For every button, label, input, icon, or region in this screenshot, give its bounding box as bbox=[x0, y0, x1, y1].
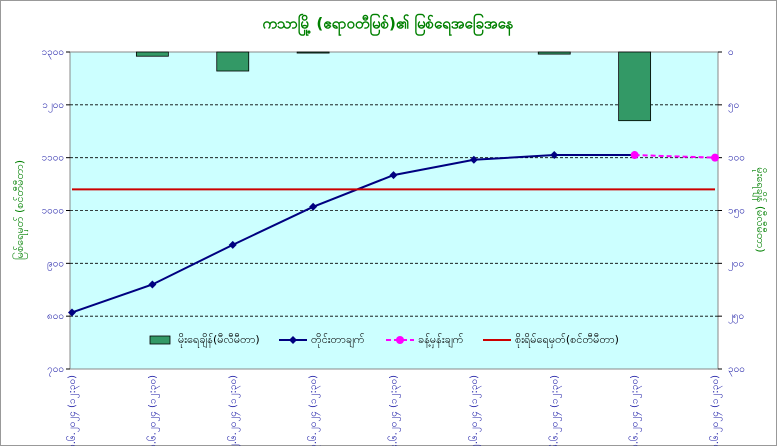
legend-label: တိုင်းတာချက် bbox=[311, 333, 365, 348]
bar bbox=[537, 51, 571, 55]
marker bbox=[68, 308, 76, 317]
y-axis-label: မြစ်ရေမှတ် (စင်တီမီတာ) bbox=[12, 160, 28, 260]
y-tick-label: ၇၀၀ bbox=[47, 364, 64, 377]
x-tick-label: ၁၆.၆.၂၀၂၄ (၁၂:၃၀) bbox=[547, 375, 562, 446]
x-tick-label: ၁၄.၆.၂၀၂၄ (၁၂:၃၀) bbox=[387, 375, 402, 446]
y-tick-label: ၈၀၀ bbox=[47, 311, 64, 322]
legend-label: စိုးရိမ်ရေမှတ်(စင်တီမီတာ) bbox=[515, 333, 619, 348]
y2-tick-label: ၃၀၀ bbox=[728, 364, 745, 377]
y2-tick-label: ၂၅၀ bbox=[728, 311, 744, 324]
bar bbox=[216, 51, 250, 72]
marker bbox=[550, 151, 559, 160]
marker bbox=[711, 153, 719, 162]
x-tick-label: ၁၀.၆.၂၀၂၄ (၁၂:၃၀) bbox=[65, 375, 80, 446]
line bbox=[634, 154, 716, 159]
y-tick-label: ၁၁၀၀ bbox=[42, 153, 65, 164]
y2-tick-label: ၂၀၀ bbox=[728, 258, 744, 271]
y2-tick-label: ၅၀ bbox=[728, 100, 739, 113]
y-tick-label: ၁၀၀၀ bbox=[42, 206, 65, 217]
line bbox=[71, 154, 635, 314]
x-tick-label: ၁၇.၆.၂၀၂၄ (၁၂:၃၀) bbox=[628, 375, 643, 446]
marker bbox=[630, 151, 639, 160]
bar bbox=[135, 51, 169, 57]
marker bbox=[469, 155, 478, 164]
bar bbox=[618, 51, 652, 122]
x-tick-label: ၁၁.၆.၂၀၂၄ (၁၂:၃၀) bbox=[145, 375, 160, 446]
x-tick-label: ၁၃.၆.၂၀၂၄ (၁၂:၃၀) bbox=[306, 375, 321, 446]
bar bbox=[296, 51, 330, 54]
y-tick-label: ၉၀၀ bbox=[47, 258, 64, 271]
marker bbox=[396, 336, 404, 344]
y2-axis-label: မိုးရေချိန် (မီလီမီတာ) bbox=[752, 167, 767, 252]
x-tick-label: ၁၈.၆.၂၀၂၄ (၁၂:၃၀) bbox=[708, 375, 723, 446]
marker bbox=[309, 202, 318, 211]
legend-label: မိုးရေချိန်(မီလီမီတာ) bbox=[178, 333, 260, 348]
y2-tick-label: ၁၀၀ bbox=[728, 153, 745, 164]
marker bbox=[389, 171, 398, 180]
legend-label: ခန့်မှန်းချက် bbox=[418, 333, 464, 348]
y-tick-label: ၁၃၀၀ bbox=[42, 47, 65, 60]
x-tick-label: ၁၂.၆.၂၀၂၄ (၁၂:၃၀) bbox=[226, 375, 241, 446]
y-tick-label: ၁၂၀၀ bbox=[42, 100, 64, 113]
marker bbox=[148, 280, 157, 289]
legend-swatch bbox=[149, 335, 171, 345]
x-tick-label: ၁၅.၆.၂၀၂၄ (၁၂:၃၀) bbox=[467, 375, 482, 446]
marker bbox=[289, 336, 297, 344]
marker bbox=[228, 240, 237, 249]
y2-tick-label: ၀ bbox=[728, 47, 734, 58]
y2-tick-label: ၁၅၀ bbox=[728, 206, 745, 219]
